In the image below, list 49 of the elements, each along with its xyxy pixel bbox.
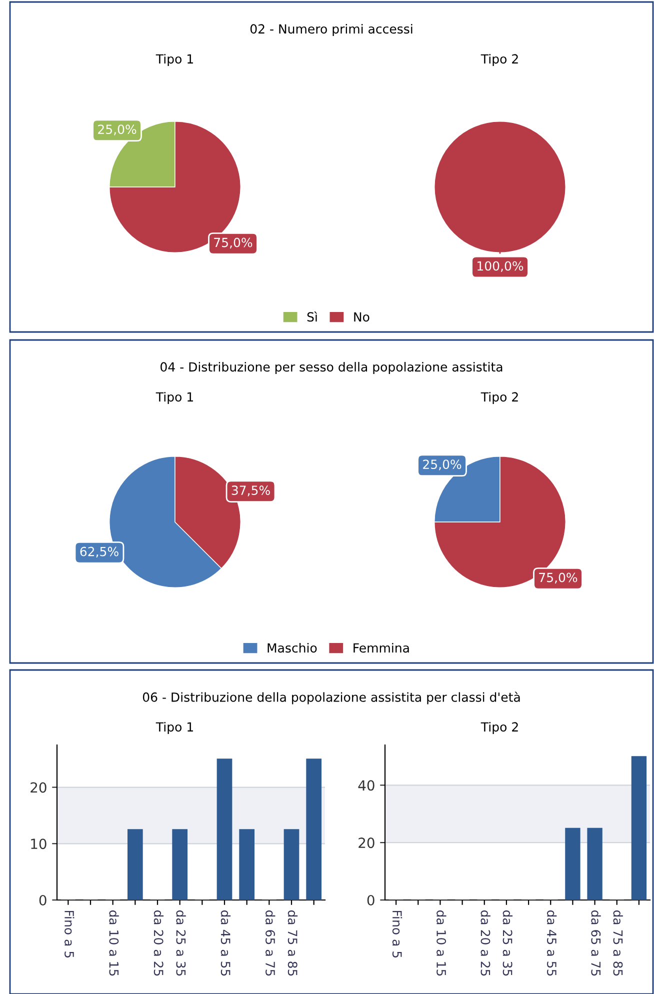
x-tick-label: da 75 a 85 xyxy=(613,910,623,976)
chart-subtitle: Tipo 2 xyxy=(480,722,518,734)
bar xyxy=(565,828,580,900)
chart-subtitle: Tipo 1 xyxy=(156,54,193,66)
chart-title: 06 - Distribuzione della popolazione assistita per classi d'età xyxy=(142,692,520,704)
bar xyxy=(587,828,602,900)
bar xyxy=(284,829,300,900)
x-tick-label: da 45 a 55 xyxy=(547,910,557,976)
chart-subtitle: Tipo 2 xyxy=(480,392,518,404)
data-label: 25,0% xyxy=(423,460,462,470)
x-tick-label: da 65 a 75 xyxy=(266,910,276,976)
x-tick-label: da 25 a 35 xyxy=(176,910,186,976)
x-tick-label: da 10 a 15 xyxy=(109,910,119,976)
bar xyxy=(127,829,143,900)
legend-label: Sì xyxy=(307,311,318,322)
y-tick-label: 0 xyxy=(39,894,46,906)
y-tick-label: 10 xyxy=(31,838,46,850)
data-label: 62,5% xyxy=(80,546,118,558)
x-tick-label: da 25 a 35 xyxy=(502,910,513,976)
x-tick-label: da 75 a 85 xyxy=(288,910,298,976)
legend-label: No xyxy=(354,312,370,322)
x-tick-label: da 10 a 15 xyxy=(436,910,446,976)
chart-title: 02 - Numero primi accessi xyxy=(250,24,412,36)
data-label: 25,0% xyxy=(98,124,136,136)
x-tick-label: da 65 a 75 xyxy=(591,910,601,976)
y-tick-label: 40 xyxy=(358,780,374,791)
bar xyxy=(239,829,255,900)
y-tick-label: 0 xyxy=(367,894,374,906)
y-tick-label: 20 xyxy=(30,782,46,793)
x-tick-label: da 20 a 25 xyxy=(154,910,164,976)
legend-label: Femmina xyxy=(354,642,409,653)
bar xyxy=(306,758,322,900)
chart-title: 04 - Distribuzione per sesso della popolazione assistita xyxy=(160,362,502,374)
bar xyxy=(631,756,647,900)
y-tick-label: 20 xyxy=(358,838,374,848)
data-label: 37,5% xyxy=(232,486,270,496)
data-label: 75,0% xyxy=(539,572,578,584)
x-tick-label: da 20 a 25 xyxy=(480,910,490,976)
data-label: 100,0% xyxy=(478,261,524,272)
bar xyxy=(172,829,188,900)
x-tick-label: Fino a 5 xyxy=(392,910,402,958)
data-label: 75,0% xyxy=(214,238,252,248)
chart-subtitle: Tipo 1 xyxy=(156,392,193,404)
x-tick-label: Fino a 5 xyxy=(64,910,74,958)
chart-subtitle: Tipo 2 xyxy=(480,54,518,66)
chart-subtitle: Tipo 1 xyxy=(156,722,193,734)
bar xyxy=(216,758,232,900)
legend-label: Maschio xyxy=(268,642,317,653)
x-tick-label: da 45 a 55 xyxy=(220,910,231,976)
